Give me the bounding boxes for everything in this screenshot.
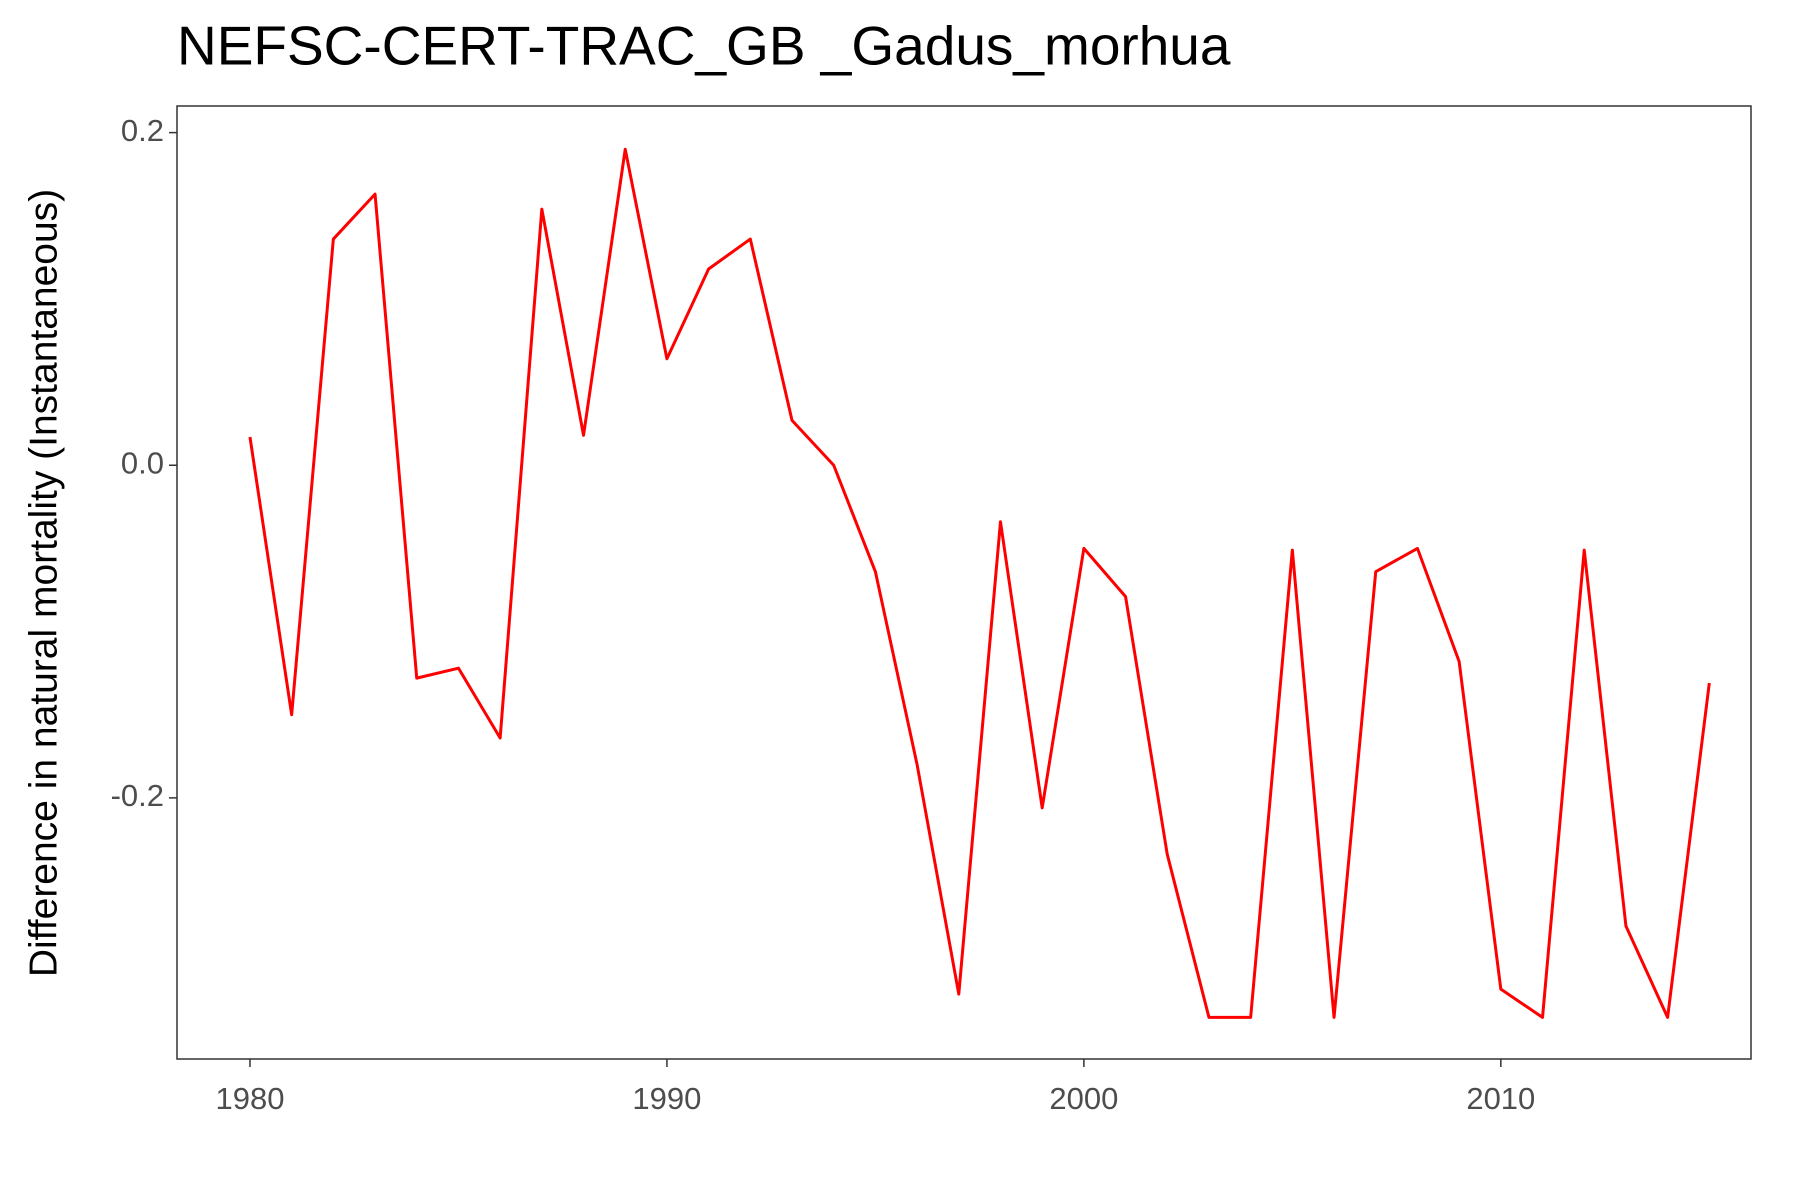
data-line [248,147,1711,1019]
y-tick-label: 0.2 [121,113,164,148]
y-tick-label: -0.2 [111,778,164,813]
x-tick-label: 2010 [1466,1081,1535,1116]
y-axis-label: Difference in natural mortality (Instant… [22,189,65,977]
plot-panel [176,105,1752,1060]
x-tick-label: 1980 [215,1081,284,1116]
chart-title: NEFSC-CERT-TRAC_GB _Gadus_morhua [177,15,1231,77]
x-tick-label: 1990 [632,1081,701,1116]
x-tick-label: 2000 [1049,1081,1118,1116]
y-tick-label: 0.0 [121,445,164,480]
